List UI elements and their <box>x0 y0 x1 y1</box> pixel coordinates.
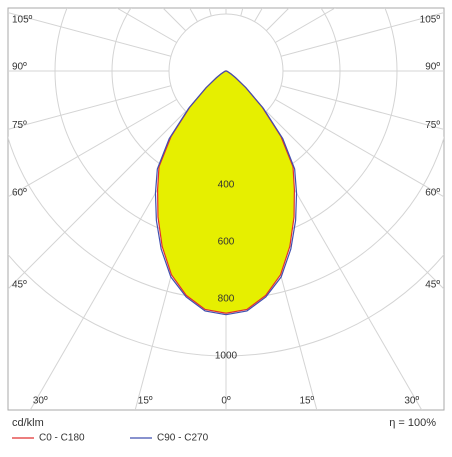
radial-tick-label: 1000 <box>215 351 238 362</box>
radial-tick-label: 400 <box>218 180 235 191</box>
angle-label: 105º <box>12 15 33 26</box>
angle-label: 90º <box>12 62 27 73</box>
angle-label: 60º <box>425 188 440 199</box>
radial-tick-label: 800 <box>218 294 235 305</box>
legend-label: C90 - C270 <box>157 433 209 444</box>
angle-label: 30º <box>404 396 419 407</box>
angle-label: 90º <box>425 62 440 73</box>
angle-label: 30º <box>33 396 48 407</box>
legend-label: C0 - C180 <box>39 433 85 444</box>
angle-label: 75º <box>12 120 27 131</box>
angle-label: 15º <box>299 396 314 407</box>
labels: 0º 15º 15º 30º 30º 45º 45º 60º 60º 75º 75º 90º 90º 10… <box>12 15 440 407</box>
unit-label: cd/klm <box>12 417 44 429</box>
angle-label: 0º <box>221 396 231 407</box>
series-line <box>225 70 298 316</box>
angle-label: 75º <box>425 120 440 131</box>
efficiency: η = 100% <box>389 417 436 429</box>
angle-label: 60º <box>12 188 27 199</box>
angle-label: 45º <box>12 280 27 291</box>
curves <box>154 70 298 316</box>
angle-label: 45º <box>425 280 440 291</box>
series-line <box>154 70 227 316</box>
angle-label: 15º <box>138 396 153 407</box>
angle-label: 105º <box>420 15 441 26</box>
legend: C0 - C180 C90 - C270 <box>12 433 209 444</box>
radial-tick-label: 600 <box>218 237 235 248</box>
